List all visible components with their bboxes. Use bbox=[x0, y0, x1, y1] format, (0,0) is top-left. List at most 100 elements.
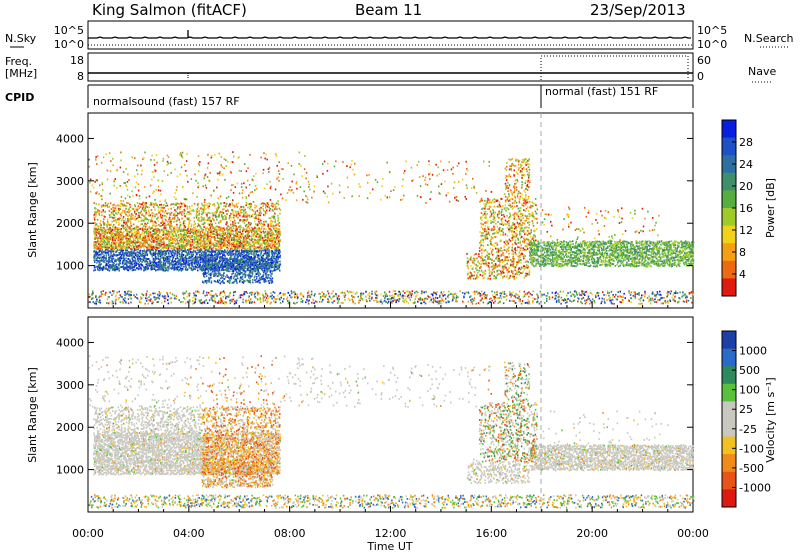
heatmap-cell bbox=[158, 237, 161, 240]
heatmap-cell bbox=[170, 227, 172, 230]
heatmap-cell bbox=[271, 261, 274, 264]
heatmap-cell bbox=[122, 217, 124, 220]
heatmap-cell bbox=[203, 235, 205, 238]
heatmap-cell bbox=[216, 269, 218, 272]
heatmap-cell bbox=[194, 257, 196, 259]
heatmap-cell bbox=[241, 212, 243, 214]
heatmap-cell bbox=[160, 243, 163, 246]
heatmap-cell bbox=[260, 263, 262, 265]
heatmap-cell bbox=[199, 256, 201, 259]
heatmap-cell bbox=[220, 241, 222, 243]
heatmap-cell bbox=[169, 297, 171, 300]
heatmap-cell bbox=[253, 254, 255, 257]
heatmap-cell bbox=[351, 294, 353, 297]
heatmap-cell bbox=[198, 235, 200, 237]
heatmap-cell bbox=[270, 275, 272, 277]
heatmap-cell bbox=[188, 221, 190, 224]
heatmap-cell bbox=[216, 218, 218, 221]
heatmap-cell bbox=[218, 300, 220, 303]
heatmap-cell bbox=[190, 252, 192, 255]
heatmap-cell bbox=[109, 202, 112, 205]
heatmap-cell bbox=[129, 203, 131, 206]
heatmap-cell bbox=[123, 263, 126, 266]
heatmap-cell bbox=[140, 254, 142, 257]
heatmap-cell bbox=[207, 232, 209, 235]
heatmap-cell bbox=[176, 238, 178, 241]
heatmap-cell bbox=[195, 229, 198, 232]
heatmap-cell bbox=[242, 220, 244, 223]
heatmap-cell bbox=[100, 243, 102, 246]
heatmap-cell bbox=[279, 298, 281, 301]
heatmap-cell bbox=[202, 263, 205, 266]
heatmap-cell bbox=[216, 257, 218, 260]
heatmap-cell bbox=[227, 232, 229, 235]
heatmap-cell bbox=[140, 216, 142, 219]
heatmap-cell bbox=[100, 247, 102, 250]
heatmap-cell bbox=[217, 281, 220, 284]
heatmap-cell bbox=[207, 265, 210, 268]
heatmap-cell bbox=[278, 292, 281, 295]
heatmap-cell bbox=[172, 256, 175, 259]
heatmap-cell bbox=[227, 269, 229, 272]
heatmap-cell bbox=[244, 256, 247, 259]
heatmap-cell bbox=[254, 264, 257, 267]
heatmap-cell bbox=[124, 237, 127, 240]
heatmap-cell bbox=[190, 261, 193, 264]
heatmap-cell bbox=[218, 259, 221, 262]
heatmap-cell bbox=[213, 245, 215, 248]
heatmap-cell bbox=[172, 203, 175, 205]
heatmap-cell bbox=[223, 291, 226, 294]
heatmap-cell bbox=[137, 238, 139, 240]
heatmap-cell bbox=[98, 210, 101, 212]
heatmap-cell bbox=[103, 231, 106, 233]
heatmap-cell bbox=[200, 258, 202, 261]
heatmap-cell bbox=[203, 208, 206, 211]
heatmap-cell bbox=[212, 232, 214, 235]
heatmap-cell bbox=[214, 245, 216, 247]
heatmap-cell bbox=[362, 299, 364, 302]
heatmap-cell bbox=[277, 231, 280, 233]
heatmap-cell bbox=[194, 245, 196, 248]
heatmap-cell bbox=[179, 267, 182, 270]
heatmap-cell bbox=[239, 267, 241, 269]
heatmap-cell bbox=[202, 264, 204, 267]
heatmap-cell bbox=[236, 265, 238, 267]
heatmap-cell bbox=[145, 268, 147, 271]
heatmap-cell bbox=[231, 248, 233, 250]
heatmap-cell bbox=[99, 222, 101, 225]
heatmap-cell bbox=[118, 222, 121, 225]
heatmap-cell bbox=[235, 260, 238, 262]
heatmap-cell bbox=[114, 295, 117, 298]
heatmap-cell bbox=[255, 223, 257, 226]
heatmap-cell bbox=[125, 249, 127, 252]
heatmap-cell bbox=[243, 267, 245, 270]
heatmap-cell bbox=[188, 235, 190, 237]
heatmap-cell bbox=[102, 240, 104, 242]
heatmap-cell bbox=[120, 241, 122, 244]
heatmap-cell bbox=[309, 296, 312, 299]
heatmap-cell bbox=[192, 251, 195, 254]
heatmap-cell bbox=[248, 261, 250, 264]
heatmap-cell bbox=[112, 302, 114, 305]
heatmap-cell bbox=[270, 257, 273, 260]
heatmap-cell bbox=[219, 245, 221, 247]
heatmap-cell bbox=[229, 250, 232, 252]
heatmap-cell bbox=[250, 263, 252, 265]
heatmap-cell bbox=[265, 276, 267, 279]
heatmap-cell bbox=[216, 232, 218, 235]
heatmap-cell bbox=[241, 244, 244, 246]
heatmap-cell bbox=[162, 253, 164, 256]
heatmap-cell bbox=[144, 203, 146, 206]
heatmap-cell bbox=[173, 228, 175, 231]
heatmap-cell bbox=[279, 212, 281, 215]
heatmap-cell bbox=[147, 258, 150, 260]
heatmap-cell bbox=[93, 247, 96, 250]
heatmap-cell bbox=[125, 207, 127, 210]
heatmap-cell bbox=[144, 231, 146, 233]
heatmap-cell bbox=[314, 300, 317, 303]
heatmap-cell bbox=[247, 223, 249, 226]
heatmap-cell bbox=[249, 266, 252, 268]
heatmap-cell bbox=[107, 253, 110, 256]
heatmap-cell bbox=[155, 257, 157, 260]
